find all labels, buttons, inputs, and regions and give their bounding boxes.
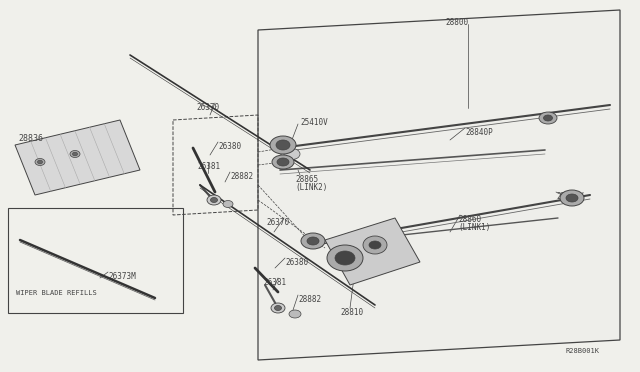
Ellipse shape [335,251,355,265]
Ellipse shape [275,305,282,311]
Ellipse shape [560,190,584,206]
Text: 28800: 28800 [445,18,468,27]
Ellipse shape [276,140,290,150]
Text: 28860: 28860 [458,215,481,224]
Text: 28865: 28865 [295,175,318,184]
Ellipse shape [70,151,80,157]
Ellipse shape [363,236,387,254]
Ellipse shape [211,198,218,202]
Text: 25410V: 25410V [556,192,584,201]
Text: 26380: 26380 [218,142,241,151]
Ellipse shape [223,201,233,208]
Polygon shape [325,218,420,285]
Text: 25410V: 25410V [300,118,328,127]
Text: 26380: 26380 [285,258,308,267]
Text: 28836: 28836 [18,134,43,143]
Text: (LINK2): (LINK2) [295,183,328,192]
Ellipse shape [566,194,578,202]
Ellipse shape [307,237,319,245]
Ellipse shape [284,148,300,160]
Ellipse shape [207,195,221,205]
Ellipse shape [38,160,42,164]
Text: WIPER BLADE REFILLS: WIPER BLADE REFILLS [16,290,97,296]
Text: 26370: 26370 [266,218,289,227]
Ellipse shape [35,158,45,166]
Polygon shape [258,10,620,360]
Ellipse shape [271,303,285,313]
Text: 26381: 26381 [197,162,220,171]
Text: 28882: 28882 [230,172,253,181]
Text: 28810: 28810 [340,308,363,317]
Bar [8,208,183,313]
Text: (LINK1): (LINK1) [458,223,490,232]
Ellipse shape [369,241,381,249]
Text: 28882: 28882 [298,295,321,304]
Ellipse shape [543,115,552,121]
Ellipse shape [72,152,77,156]
Ellipse shape [289,310,301,318]
Text: 26370: 26370 [196,103,219,112]
Ellipse shape [272,155,294,169]
Ellipse shape [301,233,325,249]
Ellipse shape [270,136,296,154]
Ellipse shape [277,158,289,166]
Ellipse shape [539,112,557,124]
Text: 26381: 26381 [263,278,286,287]
Polygon shape [15,120,140,195]
Ellipse shape [327,245,363,271]
Text: 28840P: 28840P [465,128,493,137]
Text: 26373M: 26373M [108,272,136,281]
Text: R28B001K: R28B001K [565,348,599,354]
